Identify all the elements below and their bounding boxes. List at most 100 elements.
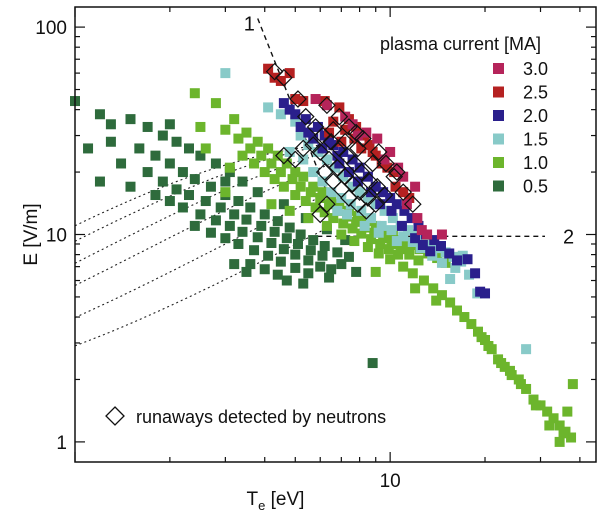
- data-point: [134, 143, 145, 154]
- data-point: [383, 244, 394, 255]
- data-point: [284, 146, 295, 157]
- data-point: [359, 220, 370, 231]
- data-point: [233, 133, 244, 144]
- legend-swatch: [493, 110, 504, 121]
- data-point: [336, 229, 347, 240]
- data-point: [445, 274, 456, 285]
- reference-line-1-label: 1: [244, 14, 255, 36]
- data-point: [220, 187, 231, 198]
- data-point: [364, 140, 375, 151]
- data-point: [435, 241, 446, 252]
- data-point: [125, 114, 136, 125]
- data-point: [177, 202, 188, 213]
- data-point: [303, 127, 314, 138]
- data-point: [398, 261, 409, 272]
- data-point: [347, 154, 358, 165]
- data-point: [295, 181, 306, 192]
- data-point: [220, 124, 231, 135]
- data-point: [372, 133, 383, 144]
- data-point: [164, 196, 175, 207]
- data-point: [324, 199, 335, 210]
- data-point: [303, 255, 314, 266]
- data-point: [295, 121, 306, 132]
- data-point: [210, 158, 221, 169]
- data-point: [548, 413, 559, 424]
- data-point: [290, 109, 301, 120]
- data-point: [177, 167, 188, 178]
- neutron-runaway-marker: [349, 195, 367, 214]
- data-point: [275, 109, 286, 120]
- data-point: [567, 379, 578, 390]
- data-point: [390, 181, 401, 192]
- data-point: [317, 176, 328, 187]
- data-point: [183, 190, 194, 201]
- neutron-runaway-marker: [275, 68, 293, 87]
- data-point: [370, 181, 381, 192]
- x-axis-label-main: T: [247, 489, 259, 510]
- neutron-runaway-marker: [366, 195, 385, 214]
- data-point: [472, 326, 483, 337]
- legend: plasma current [MA] 3.0 2.5 2.0 1.5 1.0 0.5: [380, 34, 548, 197]
- data-point: [150, 150, 161, 161]
- data-point: [189, 88, 200, 99]
- legend-entry-label: 0.5: [523, 177, 548, 197]
- data-point: [308, 181, 319, 192]
- data-point: [321, 220, 332, 231]
- data-point: [315, 192, 326, 203]
- legend-entry-label: 3.0: [523, 59, 548, 79]
- data-point: [326, 187, 337, 198]
- neutron-runaway-marker: [318, 195, 336, 214]
- neutron-runaway-marker: [352, 163, 371, 181]
- data-point: [105, 119, 116, 130]
- data-point: [554, 436, 565, 447]
- data-point: [278, 98, 289, 109]
- data-point: [326, 264, 337, 275]
- diamond-icon-shape: [105, 406, 125, 426]
- data-point: [351, 266, 362, 277]
- legend-entry-label: 2.5: [523, 83, 548, 103]
- data-point: [256, 220, 267, 231]
- data-point: [263, 63, 274, 74]
- data-point: [366, 187, 377, 198]
- data-point: [385, 146, 396, 157]
- data-point: [269, 72, 280, 83]
- data-point: [558, 428, 569, 439]
- data-point: [195, 150, 206, 161]
- data-point: [312, 121, 323, 132]
- data-point: [269, 226, 280, 237]
- data-point: [105, 136, 116, 147]
- data-point: [164, 158, 175, 169]
- data-point: [379, 205, 390, 216]
- data-point: [387, 230, 398, 241]
- data-point: [340, 111, 351, 122]
- y-tick-label: 1: [56, 433, 67, 454]
- data-point: [373, 227, 384, 238]
- data-point: [410, 283, 421, 294]
- data-point: [317, 143, 328, 154]
- data-point: [245, 143, 256, 154]
- data-point: [324, 272, 335, 283]
- data-point: [334, 199, 345, 210]
- data-point: [321, 100, 332, 111]
- data-point: [317, 187, 328, 198]
- data-point: [452, 255, 463, 266]
- neutron-runaway-marker: [340, 189, 358, 207]
- data-point: [324, 136, 335, 147]
- data-point: [347, 223, 358, 234]
- data-point: [298, 278, 309, 289]
- data-point: [116, 158, 127, 169]
- data-point: [370, 220, 381, 231]
- data-point: [308, 133, 319, 144]
- neutron-runaway-marker: [349, 139, 367, 158]
- data-point: [233, 238, 244, 249]
- data-point: [418, 275, 429, 286]
- neutron-legend: runaways detected by neutrons: [105, 406, 386, 427]
- data-point: [386, 225, 397, 236]
- diamond-icon: [105, 406, 125, 426]
- data-point: [343, 251, 354, 262]
- data-point: [393, 162, 404, 173]
- data-point: [317, 250, 328, 261]
- data-point: [263, 250, 274, 261]
- data-point: [252, 136, 263, 147]
- data-point: [308, 235, 319, 246]
